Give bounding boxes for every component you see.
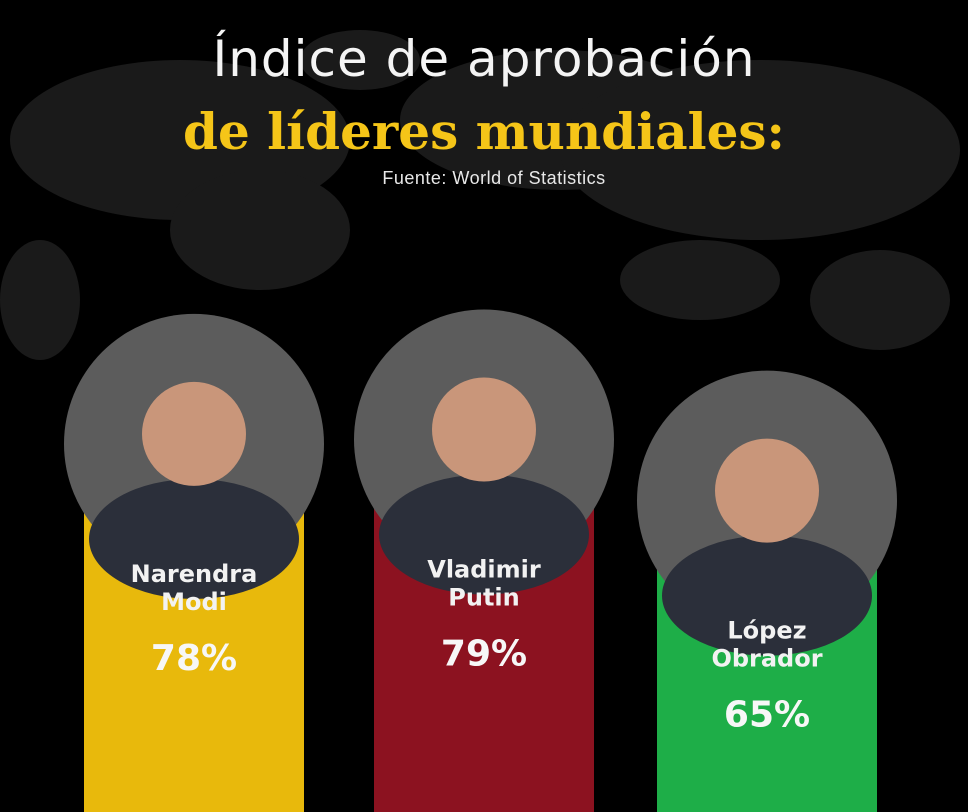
portrait-torso-lopez-obrador bbox=[662, 535, 872, 656]
name-label-vladimir-putin: Vladimir Putin bbox=[427, 556, 541, 612]
name-label-line: Narendra bbox=[131, 560, 258, 588]
portrait-vladimir-putin bbox=[354, 309, 614, 595]
portrait-narendra-modi bbox=[64, 313, 324, 599]
portrait-lopez-obrador bbox=[637, 370, 897, 656]
name-label-lopez-obrador: López Obrador bbox=[711, 617, 822, 673]
name-label-line: López bbox=[727, 617, 806, 645]
name-label-line: Vladimir bbox=[427, 556, 541, 584]
source-text: Fuente: World of Statistics bbox=[382, 168, 606, 188]
name-label-line: Putin bbox=[448, 584, 519, 612]
value-label-narendra-modi: 78% bbox=[151, 638, 237, 679]
name-label-line: Modi bbox=[161, 588, 227, 616]
value-label-vladimir-putin: 79% bbox=[441, 634, 527, 675]
value-label-lopez-obrador: 65% bbox=[724, 695, 810, 736]
portrait-torso-narendra-modi bbox=[89, 478, 299, 599]
chart-title-line1: Índice de aprobación bbox=[212, 30, 756, 88]
portrait-face-narendra-modi bbox=[142, 381, 246, 486]
chart-title-line2: de líderes mundiales: bbox=[182, 102, 786, 161]
name-label-narendra-modi: Narendra Modi bbox=[131, 560, 258, 616]
name-label-line: Obrador bbox=[711, 645, 822, 673]
portrait-face-vladimir-putin bbox=[432, 377, 536, 482]
portrait-face-lopez-obrador bbox=[715, 438, 819, 543]
portrait-torso-vladimir-putin bbox=[379, 474, 589, 595]
